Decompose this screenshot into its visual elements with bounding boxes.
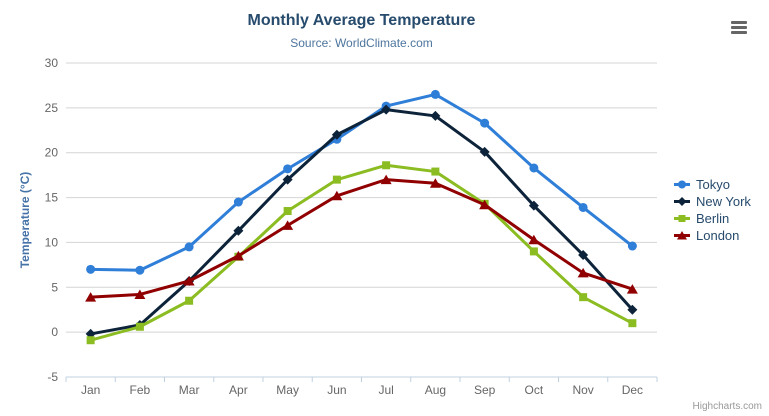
series-london: [85, 174, 638, 302]
x-axis-label: Jun: [327, 383, 346, 397]
london-marker[interactable]: [183, 276, 195, 286]
london-marker[interactable]: [232, 250, 244, 261]
berlin-marker[interactable]: [431, 167, 440, 176]
berlin-marker[interactable]: [382, 161, 391, 170]
x-axis-label: Sep: [474, 383, 496, 397]
tokyo-marker[interactable]: [86, 264, 96, 274]
new-york-marker[interactable]: [381, 104, 392, 115]
legend-item-london[interactable]: London: [673, 227, 751, 244]
berlin-marker[interactable]: [135, 322, 144, 331]
new-york-marker[interactable]: [282, 174, 293, 185]
legend: Tokyo New York Berlin London: [673, 176, 751, 244]
legend-symbol-diamond-icon: [674, 197, 690, 206]
export-menu-button[interactable]: [728, 16, 752, 38]
x-axis-label: Jul: [378, 383, 393, 397]
new-york-marker[interactable]: [528, 200, 539, 211]
new-york-marker[interactable]: [677, 197, 687, 206]
y-axis-label: 15: [45, 191, 59, 205]
legend-label: Berlin: [696, 211, 730, 226]
london-marker[interactable]: [528, 234, 540, 245]
berlin-line[interactable]: [89, 163, 634, 342]
x-axis-label: Nov: [572, 383, 593, 397]
y-axis-label: 20: [45, 146, 59, 160]
new-york-marker[interactable]: [627, 304, 638, 315]
new-york-marker[interactable]: [578, 249, 589, 260]
london-line[interactable]: [89, 178, 634, 299]
london-marker[interactable]: [677, 231, 687, 240]
tokyo-marker[interactable]: [184, 242, 194, 252]
x-axis-label: Dec: [622, 383, 643, 397]
series-new-york: [85, 104, 638, 339]
legend-label: London: [696, 228, 740, 243]
legend-symbol-triangle-icon: [674, 231, 690, 240]
chart-title: Monthly Average Temperature: [247, 12, 476, 29]
hamburger-icon: [731, 26, 747, 29]
y-axis-label: 0: [51, 325, 58, 339]
berlin-marker[interactable]: [678, 215, 686, 222]
berlin-marker[interactable]: [579, 293, 588, 302]
legend-item-tokyo[interactable]: Tokyo: [673, 176, 751, 193]
tokyo-marker[interactable]: [578, 202, 588, 212]
hamburger-icon: [731, 21, 747, 24]
x-axis-label: Feb: [130, 383, 151, 397]
tokyo-marker[interactable]: [283, 164, 293, 174]
berlin-marker[interactable]: [185, 296, 194, 305]
y-axis-label: 30: [45, 56, 59, 70]
tokyo-marker[interactable]: [135, 265, 145, 275]
legend-item-new-york[interactable]: New York: [673, 193, 751, 210]
new-york-marker[interactable]: [233, 225, 244, 236]
berlin-marker[interactable]: [86, 336, 95, 345]
berlin-marker[interactable]: [332, 175, 341, 184]
x-axis-label: Oct: [525, 383, 544, 397]
series-tokyo: [86, 89, 637, 275]
london-marker[interactable]: [282, 220, 294, 230]
y-axis-label: 5: [51, 280, 58, 294]
tokyo-marker[interactable]: [430, 89, 440, 99]
y-axis-title: Temperature (°C): [18, 171, 32, 269]
new-york-marker[interactable]: [430, 110, 441, 121]
y-axis-label: 25: [45, 101, 59, 115]
legend-symbol-circle-icon: [674, 180, 690, 189]
new-york-marker[interactable]: [479, 146, 490, 157]
legend-symbol-square-icon: [674, 215, 690, 222]
y-axis-label: -5: [47, 370, 58, 384]
x-axis-label: May: [276, 383, 299, 397]
berlin-marker[interactable]: [283, 207, 292, 216]
tokyo-marker[interactable]: [627, 241, 637, 251]
x-axis-label: Jan: [81, 383, 100, 397]
legend-item-berlin[interactable]: Berlin: [673, 210, 751, 227]
legend-label: New York: [696, 194, 751, 209]
new-york-marker[interactable]: [331, 129, 342, 140]
x-axis-label: Mar: [179, 383, 200, 397]
tokyo-marker[interactable]: [233, 197, 243, 207]
berlin-marker[interactable]: [529, 247, 538, 256]
credits-link[interactable]: Highcharts.com: [692, 401, 762, 412]
hamburger-icon: [731, 31, 747, 34]
london-marker[interactable]: [331, 190, 343, 201]
x-axis-label: Apr: [229, 383, 248, 397]
london-marker[interactable]: [429, 178, 441, 188]
london-marker[interactable]: [85, 292, 97, 302]
tokyo-marker[interactable]: [529, 163, 539, 173]
berlin-marker[interactable]: [628, 319, 637, 328]
london-marker[interactable]: [626, 284, 638, 294]
new-york-line[interactable]: [89, 108, 634, 336]
y-axis-label: 10: [45, 235, 59, 249]
tokyo-marker[interactable]: [480, 118, 490, 128]
london-marker[interactable]: [134, 289, 146, 299]
london-marker[interactable]: [577, 267, 589, 278]
chart-subtitle: Source: WorldClimate.com: [290, 36, 433, 50]
tokyo-marker[interactable]: [678, 180, 686, 189]
legend-label: Tokyo: [696, 177, 730, 192]
london-marker[interactable]: [380, 174, 392, 185]
x-axis-label: Aug: [425, 383, 446, 397]
london-marker[interactable]: [479, 199, 491, 210]
